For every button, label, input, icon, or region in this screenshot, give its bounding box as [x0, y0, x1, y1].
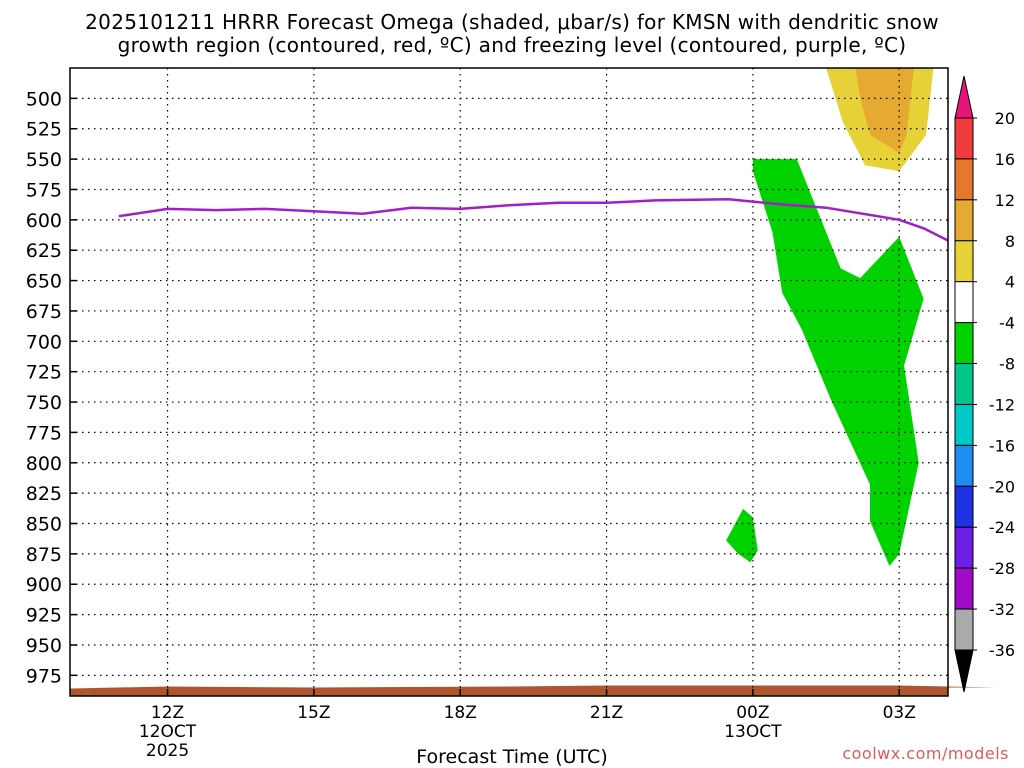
- x-tick-label-00Z: 00Z: [736, 703, 769, 723]
- y-tick-label-800: 800: [26, 453, 62, 475]
- x-tick-date-00Z: 13OCT: [724, 722, 782, 742]
- y-tick-label-725: 725: [26, 362, 62, 384]
- colorbar-label-4: 4: [1005, 273, 1015, 292]
- colorbar-bin-10: [954, 485, 974, 528]
- x-tick-year-12Z: 2025: [146, 741, 189, 761]
- y-tick-label-550: 550: [26, 149, 62, 171]
- y-tick-label-500: 500: [26, 88, 62, 110]
- x-tick-label-12Z: 12Z: [151, 703, 184, 723]
- y-tick-label-700: 700: [26, 331, 62, 353]
- y-tick-label-625: 625: [26, 240, 62, 262]
- colorbar-bin-7: [954, 363, 974, 405]
- x-tick-label-18Z: 18Z: [444, 703, 477, 723]
- omega-region-ascent-green-main: [752, 159, 924, 566]
- y-tick-label-925: 925: [26, 605, 62, 627]
- y-tick-label-875: 875: [26, 544, 62, 566]
- y-tick-label-750: 750: [26, 392, 62, 414]
- colorbar-bin-11: [954, 526, 974, 569]
- y-tick-label-825: 825: [26, 483, 62, 505]
- colorbar-bin-2: [954, 158, 974, 201]
- colorbar-bin-13: [954, 608, 974, 651]
- y-tick-label-775: 775: [26, 422, 62, 444]
- colorbar-label-7: -12: [989, 395, 1015, 414]
- colorbar-label-5: -4: [999, 314, 1015, 333]
- colorbar-label-8: -16: [989, 436, 1015, 455]
- colorbar-bottom-triangle: [954, 649, 974, 693]
- x-tick-label-15Z: 15Z: [297, 703, 330, 723]
- colorbar-label-11: -28: [989, 559, 1015, 578]
- x-tick-date-12Z: 12OCT: [139, 722, 197, 742]
- x-tick-label-03Z: 03Z: [883, 703, 916, 723]
- omega-shading-layer: [726, 68, 997, 566]
- y-tick-label-900: 900: [26, 574, 62, 596]
- terrain-fill: [70, 685, 997, 696]
- x-axis-label: Forecast Time (UTC): [416, 746, 608, 768]
- y-tick-label-525: 525: [26, 119, 62, 141]
- y-tick-label-975: 975: [26, 665, 62, 687]
- colorbar-label-6: -8: [999, 355, 1015, 374]
- colorbar-label-0: 20: [995, 109, 1015, 128]
- colorbar-bin-9: [954, 444, 974, 487]
- watermark: coolwx.com/models: [842, 744, 1009, 763]
- y-tick-label-575: 575: [26, 179, 62, 201]
- colorbar-bin-8: [954, 403, 974, 446]
- omega-region-ascent-green-small: [726, 508, 758, 563]
- chart-title-line-2: growth region (contoured, red, ºC) and f…: [117, 33, 907, 57]
- colorbar-label-10: -24: [989, 518, 1015, 537]
- colorbar-bin-5: [954, 281, 974, 324]
- terrain-layer: [70, 685, 997, 696]
- chart-title-line-1: 2025101211 HRRR Forecast Omega (shaded, …: [85, 10, 939, 34]
- y-tick-label-850: 850: [26, 514, 62, 536]
- colorbar-label-3: 8: [1005, 232, 1015, 251]
- axis-layer: 500 525 550 575 600 625 650 675 700 725 750 775 800 8…: [26, 67, 949, 761]
- colorbar-label-1: 16: [995, 150, 1015, 169]
- colorbar-label-2: 12: [995, 191, 1015, 210]
- freezing-level-line: [118, 197, 948, 242]
- y-tick-label-600: 600: [26, 210, 62, 232]
- colorbar-bin-6: [954, 322, 974, 365]
- colorbar-bin-12: [954, 567, 974, 610]
- colorbar-label-12: -32: [989, 600, 1015, 619]
- colorbar-label-9: -20: [989, 477, 1015, 496]
- colorbar-label-13: -36: [989, 641, 1015, 660]
- omega-region-ascent-teal-right: [980, 302, 997, 436]
- freezing-level-layer: [118, 197, 948, 242]
- colorbar: 20 16 12 8 4 -4 -8 -12 -16 -20 -24 -28 -32 -36: [954, 75, 1015, 693]
- y-tick-label-650: 650: [26, 271, 62, 293]
- y-tick-label-950: 950: [26, 635, 62, 657]
- x-tick-label-21Z: 21Z: [590, 703, 623, 723]
- omega-region-descent-8-12-upper: [855, 68, 914, 153]
- colorbar-bin-1: [954, 117, 974, 160]
- colorbar-top-triangle: [954, 75, 974, 119]
- y-tick-label-675: 675: [26, 301, 62, 323]
- colorbar-bin-4: [954, 240, 974, 283]
- plot-frame: [69, 67, 949, 697]
- colorbar-bin-3: [954, 199, 974, 242]
- grid-layer: [70, 68, 948, 696]
